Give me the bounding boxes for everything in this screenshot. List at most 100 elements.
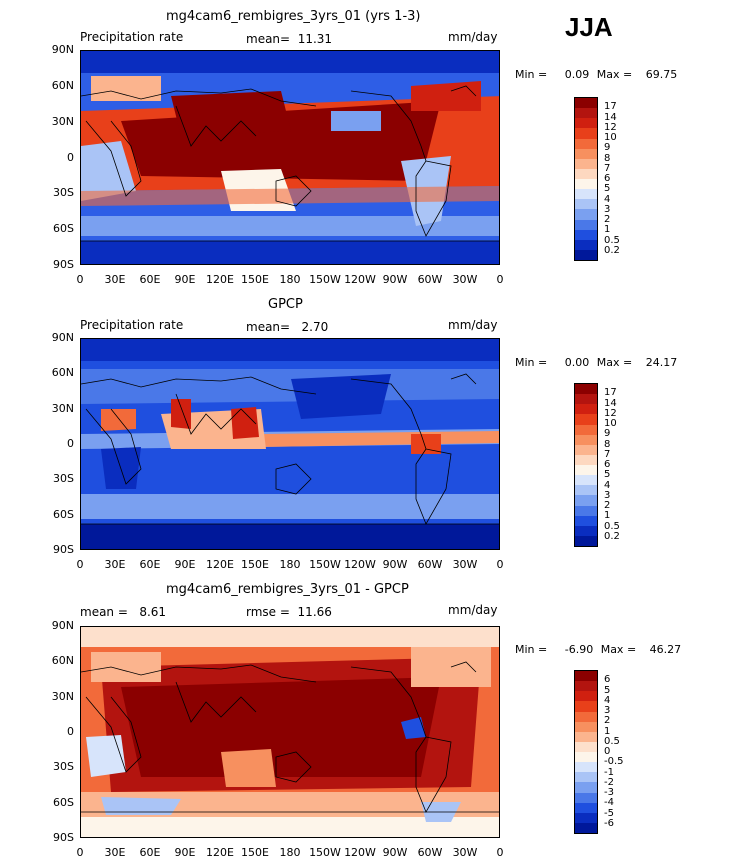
colorbar-swatch bbox=[575, 454, 597, 465]
lat-tick-label: 60S bbox=[53, 795, 74, 809]
lon-tick-label: 90E bbox=[174, 846, 196, 859]
colorbar-swatch bbox=[575, 721, 597, 732]
colorbar-swatch bbox=[575, 249, 597, 260]
colorbar-label: 8 bbox=[604, 438, 611, 450]
colorbar-swatch bbox=[575, 168, 597, 179]
colorbar-swatch bbox=[575, 128, 597, 139]
lat-tick-label: 90N bbox=[51, 619, 74, 632]
lon-tick-label: 0 bbox=[496, 846, 504, 859]
panel-title: mg4cam6_rembigres_3yrs_01 (yrs 1-3) bbox=[166, 9, 421, 24]
colorbar-swatch bbox=[575, 434, 597, 445]
map-diff bbox=[80, 626, 500, 838]
lon-tick-label: 30W bbox=[452, 558, 478, 571]
lon-tick-label: 90E bbox=[174, 273, 196, 286]
colorbar-label: 6 bbox=[604, 674, 611, 686]
lat-tick-label: 90N bbox=[51, 43, 74, 56]
colorbar-label: -1 bbox=[604, 766, 614, 778]
colorbar-label: 1 bbox=[604, 725, 611, 737]
lat-tick-label: 60N bbox=[51, 366, 74, 380]
min-value: 0.09 bbox=[564, 68, 590, 81]
colorbar-swatch bbox=[575, 475, 597, 486]
field-label: Precipitation rate bbox=[80, 318, 184, 332]
colorbar-label: -6 bbox=[604, 817, 614, 829]
min-label: Min = bbox=[515, 643, 548, 656]
colorbar-label: 4 bbox=[604, 479, 611, 491]
colorbar-label: 3 bbox=[604, 203, 611, 215]
colorbar-swatch bbox=[575, 394, 597, 405]
lon-tick-label: 120E bbox=[206, 273, 234, 286]
lon-tick-label: 90E bbox=[174, 558, 196, 571]
colorbar-swatch bbox=[575, 711, 597, 722]
colorbar-label: 0.5 bbox=[604, 520, 620, 532]
colorbar-label: 0 bbox=[604, 746, 611, 757]
colorbar-label: 6 bbox=[604, 173, 611, 184]
lon-tick-label: 150W bbox=[309, 558, 341, 571]
colorbar-label: 10 bbox=[604, 418, 617, 429]
colorbar-swatch bbox=[575, 671, 597, 682]
lon-tick-label: 0 bbox=[496, 558, 504, 571]
colorbar-swatch bbox=[575, 148, 597, 159]
lon-tick-label: 60W bbox=[417, 273, 443, 286]
lon-tick-label: 60E bbox=[139, 273, 161, 286]
colorbar-swatch bbox=[575, 158, 597, 169]
lon-tick-label: 120E bbox=[206, 846, 234, 859]
max-label: Max = bbox=[600, 643, 637, 656]
colorbar-label: 4 bbox=[604, 694, 611, 706]
lon-tick-label: 120W bbox=[344, 273, 376, 286]
colorbar-label: 0.2 bbox=[604, 244, 620, 256]
lat-tick-label: 60N bbox=[51, 78, 74, 92]
colorbar-swatch bbox=[575, 444, 597, 455]
units-label: mm/day bbox=[448, 603, 498, 617]
panel-title: mg4cam6_rembigres_3yrs_01 - GPCP bbox=[166, 582, 409, 597]
lon-tick-label: 0 bbox=[496, 273, 504, 286]
lat-tick-label: 30S bbox=[53, 186, 74, 200]
colorbar-label: 12 bbox=[604, 407, 617, 419]
lon-tick-label: 30W bbox=[452, 273, 478, 286]
colorbar-label: 5 bbox=[604, 183, 611, 195]
colorbar bbox=[574, 670, 598, 834]
lon-tick-label: 90W bbox=[382, 273, 408, 286]
colorbar-swatch bbox=[575, 199, 597, 210]
lon-tick-label: 60W bbox=[417, 558, 443, 571]
colorbar-swatch bbox=[575, 762, 597, 773]
lon-tick-label: 60E bbox=[139, 558, 161, 571]
max-label: Max = bbox=[596, 68, 633, 81]
lon-tick-label: 150E bbox=[241, 273, 269, 286]
lon-tick-label: 180 bbox=[279, 273, 301, 286]
colorbar-swatch bbox=[575, 691, 597, 702]
min-label: Min = bbox=[515, 356, 548, 369]
panel-title: GPCP bbox=[268, 297, 303, 312]
colorbar-swatch bbox=[575, 209, 597, 220]
colorbar-swatch bbox=[575, 179, 597, 190]
colorbar-label: 4 bbox=[604, 193, 611, 205]
lat-tick-label: 90S bbox=[53, 543, 74, 556]
colorbar-swatch bbox=[575, 465, 597, 476]
colorbar-label: 3 bbox=[604, 705, 611, 716]
colorbar-label: 14 bbox=[604, 397, 617, 409]
colorbar-label: 0.5 bbox=[604, 234, 620, 246]
colorbar-swatch bbox=[575, 772, 597, 783]
colorbar-swatch bbox=[575, 741, 597, 752]
lon-tick-label: 90W bbox=[382, 558, 408, 571]
colorbar-label: 5 bbox=[604, 684, 611, 696]
mean-label: mean= 11.31 bbox=[246, 32, 333, 46]
max-value: 24.17 bbox=[645, 356, 678, 369]
max-label: Max = bbox=[596, 356, 633, 369]
colorbar-swatch bbox=[575, 98, 597, 109]
units-label: mm/day bbox=[448, 30, 498, 44]
colorbar-label: 8 bbox=[604, 152, 611, 164]
lon-tick-label: 180 bbox=[279, 558, 301, 571]
lon-tick-label: 150E bbox=[241, 846, 269, 859]
lat-tick-label: 0 bbox=[67, 725, 74, 738]
colorbar-label: -3 bbox=[604, 787, 614, 798]
lon-tick-label: 60W bbox=[417, 846, 443, 859]
lat-tick-label: 30S bbox=[53, 760, 74, 774]
min-value: -6.90 bbox=[564, 643, 594, 656]
lat-tick-label: 60S bbox=[53, 507, 74, 521]
lon-tick-label: 30E bbox=[104, 273, 126, 286]
minmax-readout: Min = 0.00 Max = 24.17 bbox=[515, 356, 677, 369]
colorbar-label: 12 bbox=[604, 121, 617, 133]
lat-tick-label: 90S bbox=[53, 258, 74, 271]
lon-tick-label: 180 bbox=[279, 846, 301, 859]
colorbar-swatch bbox=[575, 535, 597, 546]
